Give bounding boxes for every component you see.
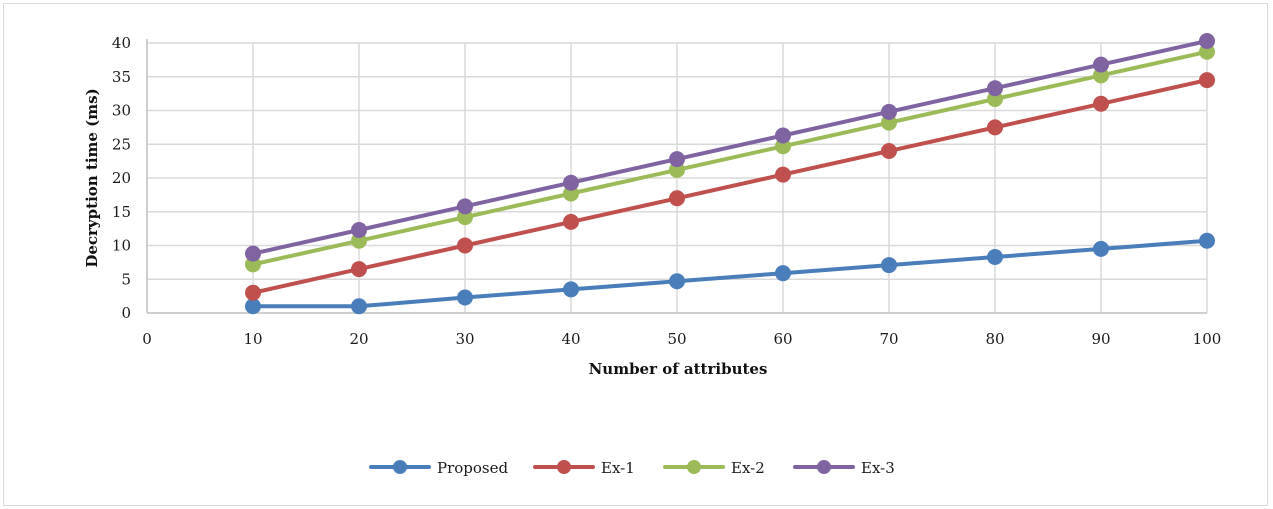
- legend-swatch-marker-ex-3: [817, 460, 831, 474]
- legend-label-ex-3: Ex-3: [861, 459, 895, 477]
- legend-label-ex-1: Ex-1: [601, 459, 635, 477]
- x-axis-title: Number of attributes: [589, 360, 768, 378]
- x-tick-label: 0: [142, 330, 152, 348]
- x-tick-label: 100: [1193, 330, 1222, 348]
- x-tick-label: 30: [455, 330, 474, 348]
- data-point-ex-1: [351, 261, 367, 278]
- data-point-proposed: [1093, 240, 1109, 257]
- data-point-proposed: [881, 257, 897, 274]
- data-point-ex-1: [1093, 95, 1109, 112]
- x-tick-label: 70: [879, 330, 898, 348]
- y-tick-label: 10: [112, 237, 131, 255]
- legend-label-proposed: Proposed: [437, 459, 509, 477]
- data-point-ex-1: [245, 284, 261, 301]
- legend: Proposed Ex-1 Ex-2 Ex-3: [369, 459, 895, 477]
- y-tick-label: 25: [112, 135, 131, 153]
- y-axis-title: Decryption time (ms): [83, 88, 101, 267]
- data-point-proposed: [563, 281, 579, 298]
- x-tick-label: 20: [349, 330, 368, 348]
- data-point-proposed: [1199, 232, 1215, 249]
- legend-swatch-marker-ex-1: [557, 460, 571, 474]
- series-line-ex-3: [251, 39, 1209, 256]
- data-point-ex-3: [669, 151, 685, 168]
- data-point-proposed: [245, 298, 261, 315]
- x-tick-label: 10: [243, 330, 262, 348]
- x-tick-label: 80: [985, 330, 1004, 348]
- data-point-proposed: [987, 248, 1003, 265]
- y-tick-label: 35: [112, 68, 131, 86]
- y-tick-label: 40: [112, 34, 131, 52]
- legend-swatch-marker-proposed: [393, 460, 407, 474]
- data-point-ex-1: [987, 119, 1003, 136]
- series-line-ex-2: [251, 49, 1209, 267]
- data-point-ex-3: [245, 245, 261, 262]
- series-layer: [245, 32, 1215, 315]
- data-point-ex-1: [457, 237, 473, 254]
- data-point-ex-3: [987, 80, 1003, 97]
- grid: [147, 42, 1208, 313]
- data-point-ex-1: [669, 190, 685, 207]
- axes: [146, 39, 1207, 314]
- data-point-ex-3: [457, 198, 473, 215]
- data-point-ex-3: [351, 221, 367, 238]
- data-point-ex-3: [1199, 32, 1215, 49]
- data-point-ex-1: [775, 166, 791, 183]
- data-point-ex-1: [881, 143, 897, 159]
- tick-labels: 0 5 10 15 20 25 30 35 40 0 10 20 30 40 50 60 70 80 90 100: [112, 34, 1221, 348]
- data-point-ex-3: [881, 103, 897, 120]
- data-point-ex-1: [1199, 72, 1215, 89]
- series-line-proposed: [251, 238, 1209, 309]
- legend-label-ex-2: Ex-2: [731, 459, 765, 477]
- y-tick-label: 20: [112, 169, 131, 187]
- data-point-proposed: [351, 298, 367, 315]
- data-point-proposed: [457, 289, 473, 306]
- y-tick-label: 0: [121, 304, 131, 322]
- data-point-ex-3: [1093, 56, 1109, 73]
- data-point-proposed: [775, 265, 791, 282]
- y-tick-label: 30: [112, 102, 131, 120]
- data-point-ex-3: [775, 127, 791, 144]
- data-point-proposed: [669, 273, 685, 290]
- x-tick-label: 90: [1091, 330, 1110, 348]
- x-tick-label: 40: [561, 330, 580, 348]
- data-point-ex-1: [563, 213, 579, 230]
- data-point-ex-3: [563, 174, 579, 191]
- y-tick-label: 5: [121, 270, 131, 288]
- series-line-ex-1: [251, 78, 1209, 295]
- legend-swatch-marker-ex-2: [687, 460, 701, 474]
- x-tick-label: 60: [773, 330, 792, 348]
- y-tick-label: 15: [112, 203, 131, 221]
- x-tick-label: 50: [667, 330, 686, 348]
